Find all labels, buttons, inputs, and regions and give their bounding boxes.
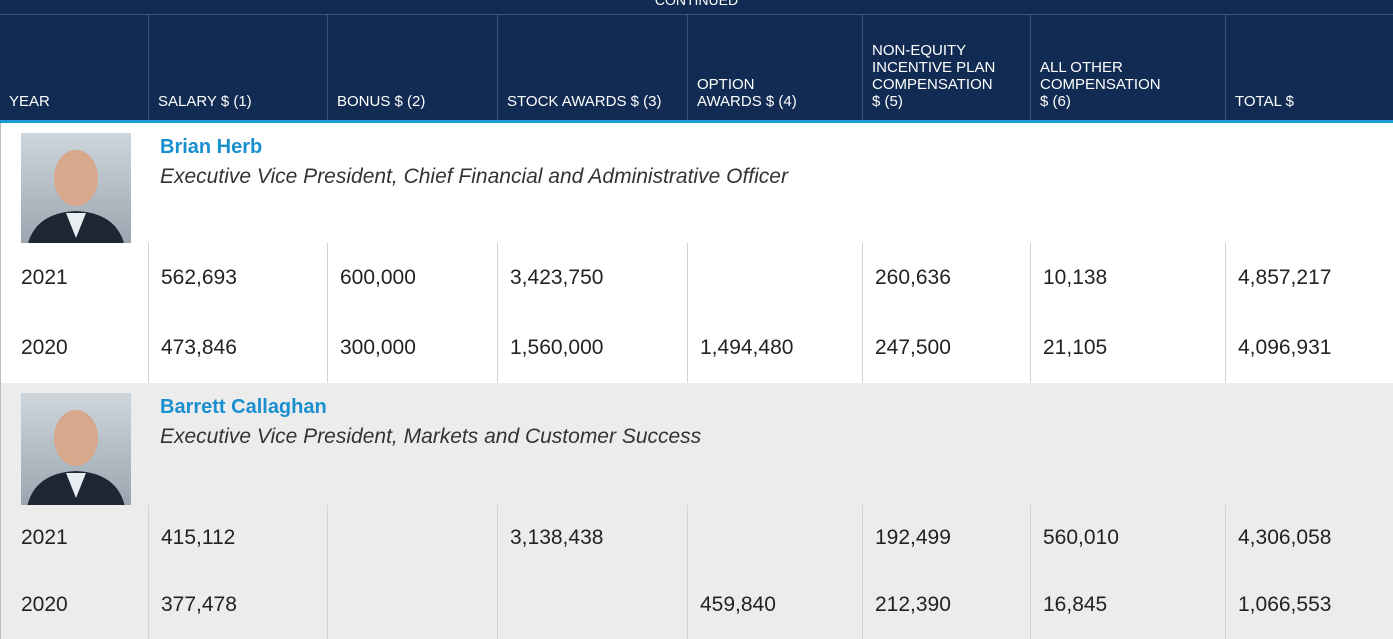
- profile: Brian Herb Executive Vice President, Chie…: [160, 136, 1360, 189]
- cell: 2020: [21, 336, 68, 359]
- cell: 260,636: [875, 266, 951, 289]
- header-line: NON-EQUITY: [872, 42, 967, 59]
- header-line: YEAR: [9, 93, 50, 110]
- cell: 1,494,480: [700, 336, 794, 359]
- column-header: SALARY $ (1): [148, 15, 327, 120]
- photo: [21, 133, 131, 243]
- photo-figure: [27, 410, 125, 505]
- header-line: TOTAL $: [1235, 93, 1294, 110]
- vline: [1030, 505, 1031, 639]
- cell: 3,138,438: [510, 525, 604, 549]
- column-header: OPTION AWARDS $ (4): [687, 15, 862, 120]
- section-bg: [0, 383, 1393, 505]
- cell: 415,112: [161, 525, 236, 549]
- vline: [687, 243, 688, 383]
- vline: [327, 505, 328, 639]
- vline: [327, 243, 328, 383]
- profile: Barrett Callaghan Executive Vice Presiden…: [160, 396, 1360, 449]
- photo-figure: [28, 150, 124, 243]
- exec-name: Brian Herb: [160, 136, 263, 158]
- cell: 21,105: [1043, 336, 1108, 359]
- header-line: COMPENSATION: [872, 76, 993, 93]
- vline: [148, 505, 149, 639]
- cell: 247,500: [875, 336, 951, 359]
- cell: 1,066,553: [1238, 592, 1332, 616]
- cell: 600,000: [340, 266, 416, 289]
- column-header: ALL OTHER COMPENSATION $ (6): [1030, 15, 1225, 120]
- header-line: $ (5): [872, 93, 903, 110]
- header-underline: [0, 120, 1393, 123]
- vline: [497, 505, 498, 639]
- cell: 2021: [21, 266, 68, 289]
- header-line: ALL OTHER: [1040, 59, 1123, 76]
- cell: 3,423,750: [510, 266, 604, 289]
- vline: [862, 505, 863, 639]
- cell: 1,560,000: [510, 336, 604, 359]
- exec-name: Barrett Callaghan: [160, 396, 327, 418]
- header-line: BONUS $ (2): [337, 93, 426, 110]
- cell: 560,010: [1043, 525, 1119, 549]
- header-line: AWARDS $ (4): [697, 93, 797, 110]
- vline: [497, 243, 498, 383]
- cell: 2021: [21, 525, 68, 549]
- header-line: OPTION: [697, 76, 755, 93]
- vline: [1225, 505, 1226, 639]
- cell: 459,840: [700, 592, 776, 616]
- cell: 212,390: [875, 592, 951, 616]
- header-line: $ (6): [1040, 93, 1071, 110]
- header-line: INCENTIVE PLAN: [872, 59, 996, 76]
- cell: 2020: [21, 592, 68, 616]
- column-header: BONUS $ (2): [327, 15, 497, 120]
- header-line: STOCK AWARDS $ (3): [507, 93, 662, 110]
- left-edge: [0, 123, 1, 639]
- cell: 562,693: [161, 266, 237, 289]
- column-header: NON-EQUITY INCENTIVE PLAN COMPENSATION $ (5…: [862, 15, 1030, 120]
- cell: 16,845: [1043, 592, 1108, 616]
- vline: [862, 243, 863, 383]
- header-line: COMPENSATION: [1040, 76, 1161, 93]
- cell: 4,306,058: [1238, 525, 1332, 549]
- photo: [21, 393, 131, 505]
- vline: [148, 243, 149, 383]
- column-header: TOTAL $: [1225, 15, 1393, 120]
- column-header: YEAR: [0, 15, 148, 120]
- cell: 377,478: [161, 592, 237, 616]
- cell: 300,000: [340, 336, 416, 359]
- vline: [687, 505, 688, 639]
- vline: [1030, 243, 1031, 383]
- cell: 4,857,217: [1238, 266, 1332, 289]
- cell: 4,096,931: [1238, 336, 1332, 359]
- cell: 10,138: [1043, 266, 1108, 289]
- cell: 473,846: [161, 336, 237, 359]
- vline: [1225, 243, 1226, 383]
- exec-title: Executive Vice President, Markets and Cu…: [160, 425, 702, 448]
- header-band: [0, 0, 1393, 120]
- column-header: STOCK AWARDS $ (3): [497, 15, 687, 120]
- section-bg: [0, 123, 1393, 243]
- exec-title: Executive Vice President, Chief Financia…: [160, 165, 788, 188]
- header-divider: [0, 14, 1393, 15]
- continued-label: CONTINUED: [654, 0, 739, 8]
- cell: 192,499: [875, 525, 951, 549]
- header-line: SALARY $ (1): [158, 93, 252, 110]
